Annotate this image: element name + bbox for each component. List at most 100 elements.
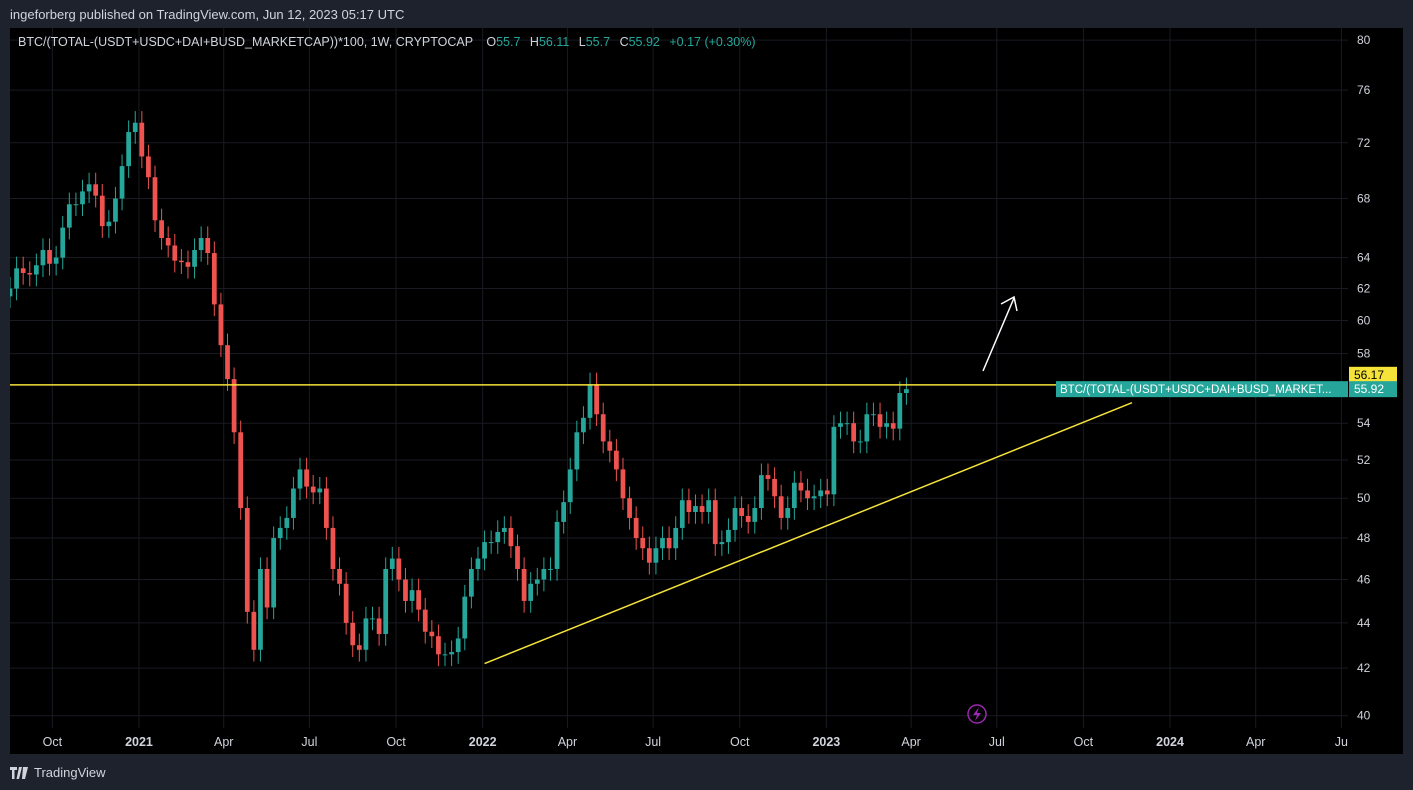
candle-body	[337, 568, 342, 584]
candle-body	[739, 508, 744, 516]
candle-body	[614, 450, 619, 470]
x-tick-label: Jul	[989, 735, 1005, 749]
y-tick-label: 42	[1357, 661, 1371, 675]
candle-body	[152, 177, 158, 221]
symbol-name: BTC/(TOTAL-(USDT+USDC+DAI+BUSD_MARKETCAP…	[18, 35, 473, 49]
candle-body	[726, 529, 731, 543]
x-tick-label: Oct	[1074, 735, 1094, 749]
candle-body	[475, 558, 481, 569]
candle-body	[548, 568, 553, 570]
candle-body	[620, 469, 626, 499]
candle-body	[772, 478, 777, 497]
candle-body	[422, 609, 428, 632]
candle-body	[442, 654, 448, 656]
symbol-legend[interactable]: BTC/(TOTAL-(USDT+USDC+DAI+BUSD_MARKETCAP…	[18, 35, 756, 49]
y-tick-label: 40	[1357, 709, 1371, 723]
candle-body	[343, 583, 349, 623]
candle-body	[139, 122, 145, 157]
candle-body	[871, 414, 876, 416]
high-label: H	[530, 35, 539, 49]
close-label: C	[620, 35, 629, 49]
candle-body	[607, 441, 613, 451]
candle-body	[706, 500, 712, 512]
candle-body	[640, 538, 646, 549]
y-tick-label: 46	[1357, 573, 1371, 587]
candle-body	[99, 195, 105, 227]
candle-body	[488, 542, 494, 544]
candle-body	[884, 423, 889, 427]
y-tick-label: 50	[1357, 491, 1371, 505]
candle-body	[732, 508, 738, 530]
candle-body	[277, 527, 283, 539]
price-chart[interactable]: BTC/(TOTAL-(USDT+USDC+DAI+BUSD_MARKET...…	[7, 28, 1403, 754]
lightning-icon	[973, 707, 981, 721]
candle-body	[383, 568, 389, 634]
candle-body	[389, 558, 395, 569]
candle-body	[462, 596, 468, 639]
candle-body	[264, 568, 270, 608]
candle-body	[304, 469, 309, 487]
candle-body	[27, 272, 33, 275]
y-tick-label: 58	[1357, 347, 1371, 361]
candle-body	[581, 417, 586, 433]
candle-body	[258, 568, 263, 650]
candle-body	[455, 638, 461, 653]
candle-body	[501, 527, 507, 532]
candle-body	[469, 568, 474, 597]
candle-body	[765, 475, 771, 479]
candle-body	[857, 441, 863, 443]
x-tick-label: Apr	[214, 735, 233, 749]
x-tick-label: 2023	[812, 735, 840, 749]
y-tick-label: 62	[1357, 282, 1371, 296]
candle-body	[587, 384, 593, 418]
candle-body	[244, 508, 250, 612]
candle-body	[521, 568, 527, 601]
candle-body	[541, 568, 547, 580]
candle-body	[633, 517, 639, 539]
candle-body	[838, 423, 843, 427]
candle-body	[904, 389, 909, 394]
grid-lines	[10, 28, 1348, 728]
candle-body	[66, 204, 72, 228]
candle-body	[20, 268, 26, 273]
candle-body	[60, 227, 66, 258]
x-tick-label: 2022	[469, 735, 497, 749]
candle-body	[396, 558, 402, 580]
candle-body	[515, 546, 520, 569]
candle-body	[851, 423, 857, 442]
candle-body	[40, 250, 46, 266]
candle-body	[824, 490, 830, 495]
candle-body	[693, 506, 698, 512]
candle-body	[719, 542, 725, 545]
candle-body	[310, 486, 316, 493]
tradingview-logo-icon	[10, 767, 28, 779]
support-trendline	[484, 401, 1133, 665]
candle-body	[205, 238, 211, 254]
candle-body	[284, 517, 290, 528]
publish-info: ingeforberg published on TradingView.com…	[0, 0, 1413, 28]
candle-body	[165, 238, 171, 246]
x-tick-label: Oct	[386, 735, 406, 749]
candle-body	[554, 521, 560, 569]
y-tick-label: 72	[1357, 136, 1371, 150]
low-label: L	[579, 35, 586, 49]
chart-area[interactable]: BTC/(TOTAL-(USDT+USDC+DAI+BUSD_MARKET...…	[7, 28, 1403, 754]
footer-brand: TradingView	[34, 765, 106, 780]
candle-body	[673, 527, 679, 549]
candle-body	[712, 500, 718, 545]
last-price-badge	[1349, 381, 1397, 398]
candle-body	[113, 198, 118, 222]
arrow-head-icon	[1000, 295, 1018, 312]
candle-body	[350, 622, 356, 646]
candle-body	[93, 184, 99, 196]
candle-body	[47, 250, 52, 264]
candle-body	[198, 238, 204, 251]
candle-body	[890, 423, 896, 429]
candle-body	[594, 384, 599, 415]
candle-body	[192, 250, 197, 267]
x-tick-label: Apr	[901, 735, 920, 749]
candle-body	[178, 260, 184, 263]
candle-body	[752, 508, 758, 522]
open-value: 55.7	[496, 35, 520, 49]
candle-body	[791, 482, 797, 509]
